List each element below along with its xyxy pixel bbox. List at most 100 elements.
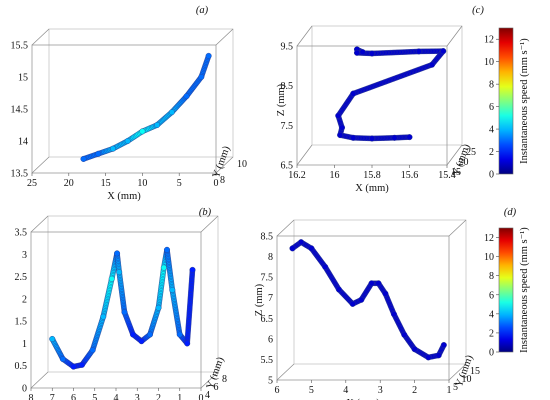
data-point xyxy=(108,275,115,282)
colorbar-tick-label: 4 xyxy=(489,125,494,136)
data-point xyxy=(335,286,342,293)
colorbar-tick-label: 0 xyxy=(489,348,494,359)
x-tick-label: 3 xyxy=(378,385,383,396)
z-tick-label: 3 xyxy=(22,250,27,261)
colorbar-title: Instantaneous speed (mm s⁻¹) xyxy=(519,227,530,353)
x-tick-label: 25 xyxy=(27,178,37,189)
data-point xyxy=(154,121,161,128)
data-point xyxy=(335,112,342,119)
z-tick-label: 6 xyxy=(268,334,273,345)
depth-edge xyxy=(200,215,219,233)
data-point xyxy=(114,250,121,257)
data-point xyxy=(95,150,102,157)
data-point xyxy=(160,264,167,271)
y-tick-label: 10 xyxy=(462,374,472,385)
data-point xyxy=(308,245,315,252)
data-point xyxy=(139,128,146,135)
panel-label: (d) xyxy=(504,207,517,218)
x-tick-label: 10 xyxy=(137,178,147,189)
data-point xyxy=(78,361,85,368)
data-point xyxy=(391,134,398,141)
data-point xyxy=(205,52,212,59)
x-tick-label: 2 xyxy=(412,385,417,396)
data-point xyxy=(440,48,447,55)
front-frame xyxy=(296,45,448,166)
x-tick-label: 4 xyxy=(114,393,119,400)
x-tick-label: 8 xyxy=(29,393,34,400)
data-point xyxy=(359,49,366,56)
x-axis-label: X (mm) xyxy=(346,398,380,400)
x-tick-label: 2 xyxy=(156,393,161,400)
data-point xyxy=(169,286,176,293)
data-point xyxy=(155,304,162,311)
x-tick-label: 0 xyxy=(199,393,204,400)
y-tick-label: 8 xyxy=(220,175,225,186)
front-frame xyxy=(31,44,217,174)
depth-edge xyxy=(446,25,463,47)
data-point xyxy=(350,134,357,141)
depth-edge xyxy=(448,219,467,237)
data-point xyxy=(382,290,389,297)
data-point xyxy=(435,352,442,359)
depth-edge xyxy=(30,371,49,389)
data-point xyxy=(168,109,175,116)
data-point xyxy=(354,49,361,56)
data-point xyxy=(350,90,357,97)
data-point xyxy=(369,50,376,57)
back-frame xyxy=(48,28,234,158)
data-point xyxy=(163,246,170,253)
trajectory xyxy=(335,46,447,142)
depth-edge xyxy=(215,28,234,46)
x-tick-label: 5 xyxy=(309,385,314,396)
data-point xyxy=(80,155,87,162)
trajectory xyxy=(289,239,447,361)
x-tick-label: 4 xyxy=(343,385,348,396)
back-frame xyxy=(293,219,467,365)
data-point xyxy=(298,239,305,246)
x-tick-label: 5 xyxy=(177,178,182,189)
colorbar-tick-label: 6 xyxy=(489,102,494,113)
y-tick-label: 10 xyxy=(237,159,247,170)
depth-edge xyxy=(448,363,467,381)
colorbar-tick-label: 10 xyxy=(484,252,494,263)
colorbar-tick-label: 12 xyxy=(484,233,494,244)
data-point xyxy=(358,296,365,303)
z-tick-label: 15.5 xyxy=(11,41,29,52)
colorbar-tick-label: 8 xyxy=(489,80,494,91)
depth-edge xyxy=(31,28,50,46)
x-tick-label: 3 xyxy=(135,393,140,400)
data-point xyxy=(189,266,196,273)
colorbar-tick-label: 12 xyxy=(484,35,494,46)
x-tick-label: 5 xyxy=(92,393,97,400)
data-point xyxy=(425,354,432,361)
y-tick-label: 5 xyxy=(453,382,458,393)
data-point xyxy=(322,263,329,270)
depth-edge xyxy=(200,371,219,389)
z-tick-label: 0 xyxy=(22,384,27,395)
data-point xyxy=(146,331,153,338)
data-point xyxy=(129,331,136,338)
z-tick-label: 7.5 xyxy=(281,121,294,132)
data-point xyxy=(198,73,205,80)
depth-edge xyxy=(296,25,313,47)
colorbar-tick-label: 6 xyxy=(489,290,494,301)
back-frame xyxy=(47,215,219,373)
data-point xyxy=(70,363,77,370)
z-tick-label: 15 xyxy=(18,73,28,84)
z-tick-label: 9.5 xyxy=(281,42,294,53)
panel-label: (a) xyxy=(196,5,209,16)
colorbar-tick-label: 4 xyxy=(489,309,494,320)
x-tick-label: 6 xyxy=(275,385,280,396)
depth-edge xyxy=(296,144,313,166)
z-axis-label: Z (mm) xyxy=(254,283,265,316)
depth-edge xyxy=(446,144,463,166)
depth-edge xyxy=(31,156,50,174)
y-axis-label: Y (mm) xyxy=(211,144,233,179)
colorbar-2: 0 2 4 6 8 10 12 Instantaneous speed (mm s⁻¹) xyxy=(484,227,530,359)
data-point xyxy=(184,340,191,347)
trajectory xyxy=(80,52,212,162)
x-tick-label: 15.8 xyxy=(363,170,381,181)
data-point xyxy=(124,137,131,144)
